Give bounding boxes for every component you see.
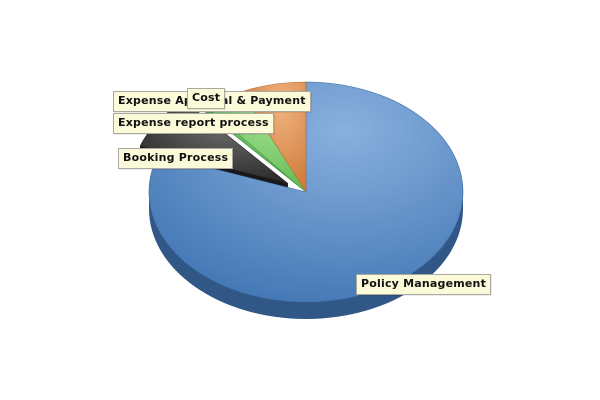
- label-cost: Cost: [187, 88, 225, 109]
- label-policy-management: Policy Management: [356, 274, 491, 295]
- label-booking-process: Booking Process: [118, 148, 233, 169]
- label-expense-report-process: Expense report process: [113, 113, 274, 134]
